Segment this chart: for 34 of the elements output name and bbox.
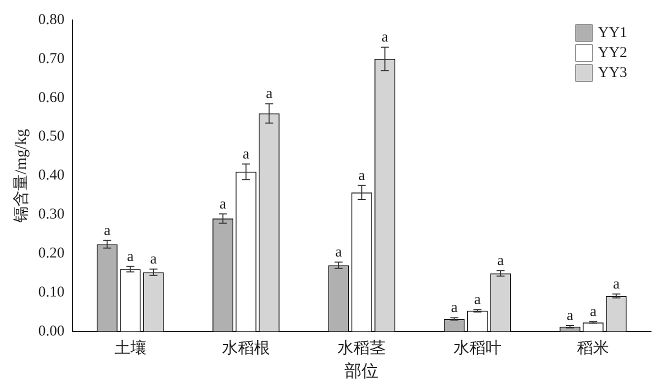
y-tick-label: 0.70 [38,50,64,67]
annotation: a [242,146,250,162]
y-tick-label: 0.40 [38,168,64,184]
annotation: a [566,308,574,324]
x-tick-label: 土壤 [114,339,146,358]
annotation: a [382,30,389,46]
y-tick-label: 0.30 [38,206,64,223]
annotation: a [358,168,366,184]
y-tick-label: 0.50 [38,128,64,145]
x-axis-title: 部位 [344,361,379,380]
x-tick-label: 稻米 [577,339,610,358]
x-tick-label: 水稻茎 [338,339,386,358]
annotation: a [104,222,111,239]
legend-label: YY2 [598,44,628,61]
x-tick-label: 水稻根 [222,339,270,358]
annotation: a [450,300,458,316]
annotation: a [474,292,482,308]
x-tick-label: 水稻叶 [453,339,502,358]
y-axis-title: 镉含量/mg/kg [12,129,30,224]
annotation: a [220,196,227,212]
y-tick-label: 0.80 [38,12,64,28]
annotation: a [266,86,273,102]
annotation: a [612,276,620,292]
y-tick-label: 0.20 [38,245,64,262]
y-tick-label: 0.60 [38,90,64,106]
annotation: a [497,253,504,270]
legend-label: YY3 [598,64,628,81]
annotation: a [150,252,158,268]
legend-label: YY1 [598,24,628,41]
annotation: a [126,248,134,265]
annotation: a [590,304,597,320]
annotation: a [335,244,342,261]
y-tick-label: 0.10 [38,284,64,300]
y-tick-label: 0.00 [38,323,64,340]
